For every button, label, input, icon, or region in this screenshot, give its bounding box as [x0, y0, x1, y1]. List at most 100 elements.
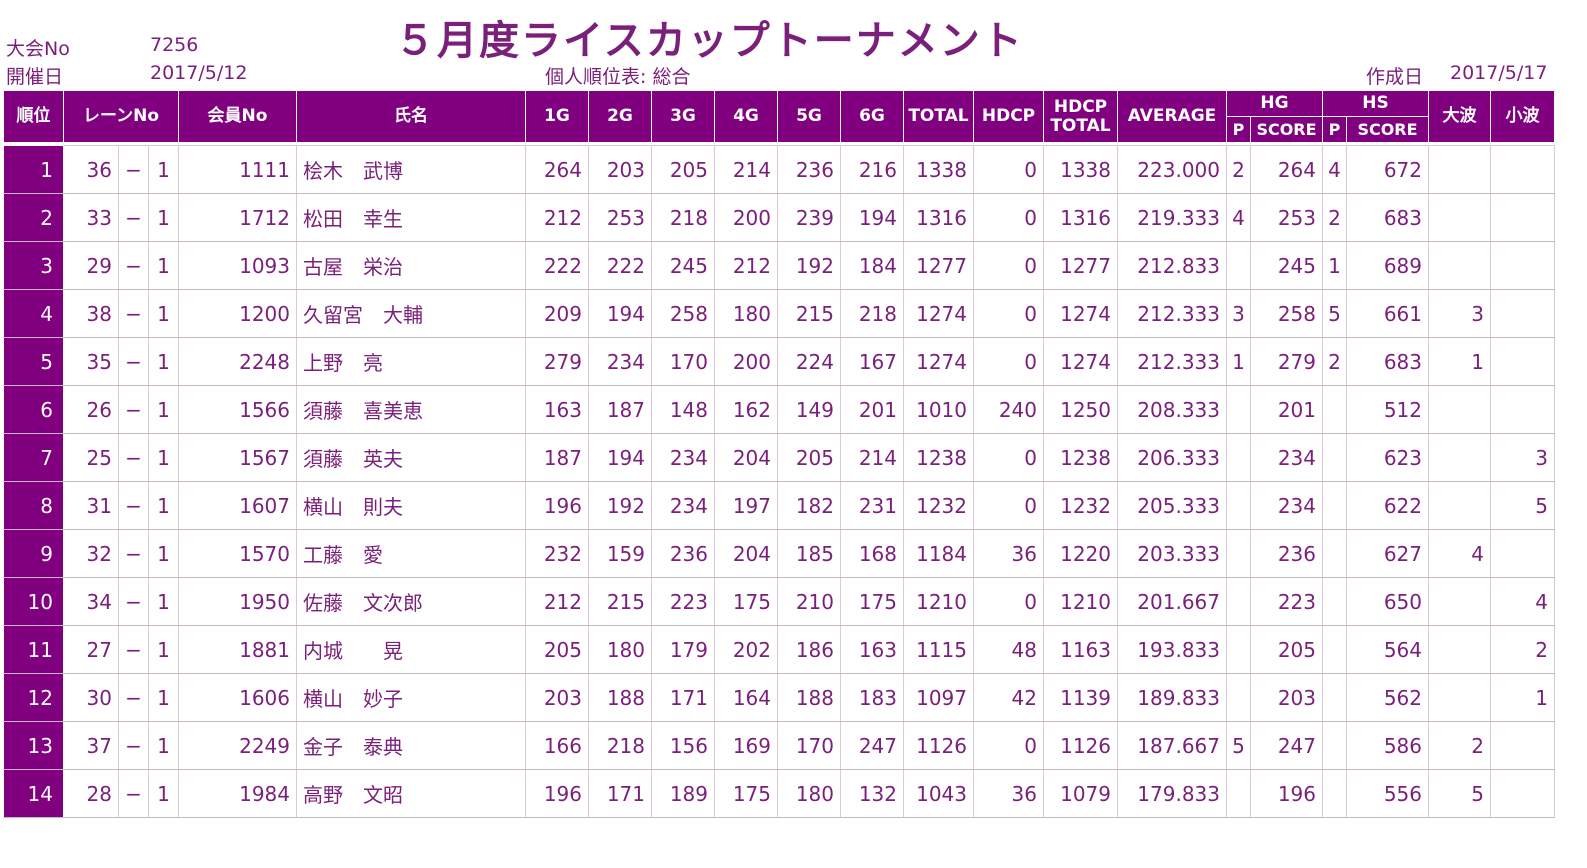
hdcp-total-cell: 1250: [1043, 385, 1118, 434]
game1-cell: 232: [525, 529, 589, 578]
game2-cell: 253: [588, 193, 652, 242]
total-cell: 1274: [903, 337, 974, 386]
name-cell: 内城 晃: [296, 625, 526, 674]
hg-p-cell: [1226, 385, 1251, 434]
rank-cell: 6: [3, 385, 64, 434]
lane-sub-cell: 1: [148, 193, 179, 242]
big-wave-cell: [1428, 193, 1491, 242]
col-hs-score: SCORE: [1346, 116, 1429, 143]
member-cell: 2249: [178, 721, 297, 770]
average-cell: 205.333: [1117, 481, 1227, 530]
hg-p-cell: [1226, 625, 1251, 674]
big-wave-cell: [1428, 625, 1491, 674]
hs-p-cell: [1322, 529, 1347, 578]
hs-score-cell: 512: [1346, 385, 1429, 434]
big-wave-cell: 4: [1428, 529, 1491, 578]
lane-cell: 27: [63, 625, 119, 674]
game6-cell: 168: [840, 529, 904, 578]
hdcp-total-cell: 1139: [1043, 673, 1118, 722]
lane-cell: 25: [63, 433, 119, 482]
hdcp-cell: 0: [973, 433, 1044, 482]
hs-p-cell: 2: [1322, 337, 1347, 386]
hs-score-cell: 556: [1346, 769, 1429, 818]
hs-p-cell: [1322, 769, 1347, 818]
rank-cell: 14: [3, 769, 64, 818]
table-row: 2 33−1 1712 松田 幸生 212 253 218 200 239 194 1316 0 131…: [3, 193, 1555, 242]
average-cell: 187.667: [1117, 721, 1227, 770]
game5-cell: 185: [777, 529, 841, 578]
total-cell: 1126: [903, 721, 974, 770]
lane-dash: −: [118, 241, 149, 290]
game5-cell: 210: [777, 577, 841, 626]
hdcp-cell: 36: [973, 769, 1044, 818]
lane-dash: −: [118, 193, 149, 242]
lane-sub-cell: 1: [148, 145, 179, 194]
hdcp-total-cell: 1316: [1043, 193, 1118, 242]
hs-p-cell: [1322, 433, 1347, 482]
table-row: 4 38−1 1200 久留宮 大輔 209 194 258 180 215 218 1274 0 12…: [3, 289, 1555, 338]
game3-cell: 223: [651, 577, 715, 626]
lane-dash: −: [118, 625, 149, 674]
game2-cell: 234: [588, 337, 652, 386]
hdcp-cell: 36: [973, 529, 1044, 578]
game3-cell: 171: [651, 673, 715, 722]
table-row: 14 28−1 1984 高野 文昭 196 171 189 175 180 132 1043 36 1…: [3, 769, 1555, 818]
col-hg: HG: [1226, 90, 1323, 117]
game3-cell: 189: [651, 769, 715, 818]
member-cell: 1111: [178, 145, 297, 194]
hg-score-cell: 236: [1250, 529, 1323, 578]
table-row: 6 26−1 1566 須藤 喜美恵 163 187 148 162 149 201 1010 240…: [3, 385, 1555, 434]
col-hs-p: P: [1322, 116, 1347, 143]
hs-score-cell: 564: [1346, 625, 1429, 674]
lane-cell: 37: [63, 721, 119, 770]
table-row: 9 32−1 1570 工藤 愛 232 159 236 204 185 168 1184 36 122…: [3, 529, 1555, 578]
game4-cell: 204: [714, 529, 778, 578]
game5-cell: 182: [777, 481, 841, 530]
game5-cell: 215: [777, 289, 841, 338]
hdcp-cell: 0: [973, 337, 1044, 386]
game6-cell: 184: [840, 241, 904, 290]
member-cell: 1606: [178, 673, 297, 722]
hs-score-cell: 586: [1346, 721, 1429, 770]
lane-sub-cell: 1: [148, 385, 179, 434]
total-cell: 1115: [903, 625, 974, 674]
hs-score-cell: 672: [1346, 145, 1429, 194]
game2-cell: 188: [588, 673, 652, 722]
hdcp-total-cell: 1274: [1043, 289, 1118, 338]
name-cell: 桧木 武博: [296, 145, 526, 194]
average-cell: 223.000: [1117, 145, 1227, 194]
lane-cell: 33: [63, 193, 119, 242]
game4-cell: 200: [714, 337, 778, 386]
small-wave-cell: [1490, 289, 1555, 338]
lane-dash: −: [118, 337, 149, 386]
col-big-wave: 大波: [1428, 90, 1491, 143]
game1-cell: 212: [525, 193, 589, 242]
hg-p-cell: [1226, 241, 1251, 290]
hdcp-cell: 0: [973, 145, 1044, 194]
hdcp-cell: 42: [973, 673, 1044, 722]
game5-cell: 224: [777, 337, 841, 386]
hdcp-total-cell: 1232: [1043, 481, 1118, 530]
name-cell: 松田 幸生: [296, 193, 526, 242]
game5-cell: 186: [777, 625, 841, 674]
col-small-wave: 小波: [1490, 90, 1555, 143]
table-row: 13 37−1 2249 金子 泰典 166 218 156 169 170 247 1126 0 11…: [3, 721, 1555, 770]
name-cell: 須藤 英夫: [296, 433, 526, 482]
game3-cell: 245: [651, 241, 715, 290]
lane-cell: 32: [63, 529, 119, 578]
big-wave-cell: [1428, 241, 1491, 290]
event-date-label: 開催日: [6, 66, 64, 88]
hg-p-cell: 3: [1226, 289, 1251, 338]
game2-cell: 215: [588, 577, 652, 626]
small-wave-cell: 1: [1490, 673, 1555, 722]
col-g1: 1G: [525, 90, 589, 143]
hs-p-cell: [1322, 721, 1347, 770]
member-cell: 1567: [178, 433, 297, 482]
meet-number-value: 7256: [150, 34, 199, 56]
game6-cell: 167: [840, 337, 904, 386]
hs-p-cell: 5: [1322, 289, 1347, 338]
average-cell: 212.333: [1117, 337, 1227, 386]
game2-cell: 203: [588, 145, 652, 194]
small-wave-cell: [1490, 721, 1555, 770]
hs-score-cell: 562: [1346, 673, 1429, 722]
